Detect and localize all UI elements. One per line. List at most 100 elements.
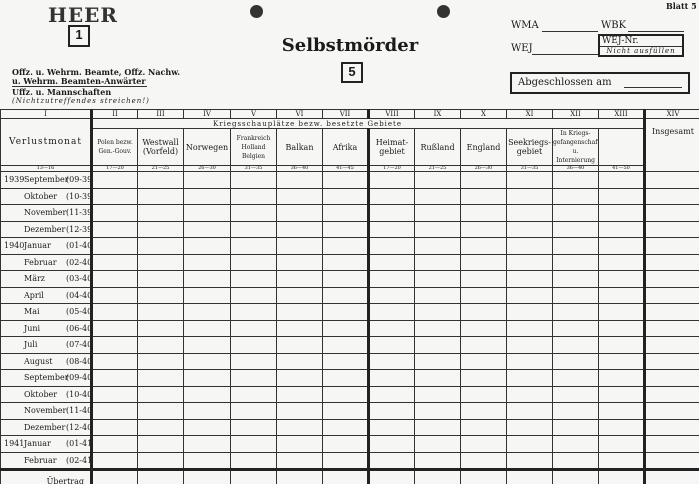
entry-cell[interactable] bbox=[276, 204, 323, 222]
entry-cell[interactable] bbox=[414, 171, 461, 189]
entry-cell[interactable] bbox=[183, 270, 231, 288]
entry-cell[interactable] bbox=[506, 336, 553, 354]
carry-over-cell[interactable] bbox=[460, 469, 507, 484]
entry-cell[interactable] bbox=[460, 171, 507, 189]
entry-cell[interactable] bbox=[643, 187, 699, 205]
entry-cell[interactable] bbox=[276, 336, 323, 354]
entry-cell[interactable] bbox=[90, 237, 138, 255]
entry-cell[interactable] bbox=[506, 237, 553, 255]
entry-cell[interactable] bbox=[137, 303, 184, 321]
entry-cell[interactable] bbox=[552, 171, 599, 189]
entry-cell[interactable] bbox=[90, 319, 138, 337]
entry-cell[interactable] bbox=[230, 270, 277, 288]
entry-cell[interactable] bbox=[230, 319, 277, 337]
entry-cell[interactable] bbox=[414, 270, 461, 288]
entry-cell[interactable] bbox=[598, 270, 645, 288]
entry-cell[interactable] bbox=[552, 352, 599, 370]
entry-cell[interactable] bbox=[90, 352, 138, 370]
entry-cell[interactable] bbox=[643, 451, 699, 470]
entry-cell[interactable] bbox=[460, 402, 507, 420]
carry-over-cell[interactable] bbox=[322, 469, 369, 484]
entry-cell[interactable] bbox=[414, 237, 461, 255]
entry-cell[interactable] bbox=[322, 270, 369, 288]
entry-cell[interactable] bbox=[506, 352, 553, 370]
entry-cell[interactable] bbox=[276, 352, 323, 370]
entry-cell[interactable] bbox=[276, 451, 323, 470]
entry-cell[interactable] bbox=[276, 286, 323, 304]
entry-cell[interactable] bbox=[90, 253, 138, 271]
entry-cell[interactable] bbox=[414, 187, 461, 205]
entry-cell[interactable] bbox=[276, 418, 323, 436]
entry-cell[interactable] bbox=[552, 204, 599, 222]
carry-over-cell[interactable] bbox=[90, 469, 138, 484]
entry-cell[interactable] bbox=[183, 451, 231, 470]
entry-cell[interactable] bbox=[137, 451, 184, 470]
entry-cell[interactable] bbox=[598, 336, 645, 354]
entry-cell[interactable] bbox=[643, 204, 699, 222]
entry-cell[interactable] bbox=[183, 286, 231, 304]
carry-over-cell[interactable] bbox=[230, 469, 277, 484]
carry-over-cell[interactable] bbox=[643, 469, 699, 484]
entry-cell[interactable] bbox=[414, 352, 461, 370]
entry-cell[interactable] bbox=[506, 369, 553, 387]
entry-cell[interactable] bbox=[230, 286, 277, 304]
entry-cell[interactable] bbox=[643, 253, 699, 271]
entry-cell[interactable] bbox=[506, 187, 553, 205]
entry-cell[interactable] bbox=[276, 385, 323, 403]
carry-over-cell[interactable] bbox=[598, 469, 645, 484]
entry-cell[interactable] bbox=[460, 435, 507, 453]
entry-cell[interactable] bbox=[183, 253, 231, 271]
entry-cell[interactable] bbox=[137, 319, 184, 337]
entry-cell[interactable] bbox=[90, 270, 138, 288]
carry-over-cell[interactable] bbox=[183, 469, 231, 484]
entry-cell[interactable] bbox=[506, 286, 553, 304]
entry-cell[interactable] bbox=[230, 352, 277, 370]
entry-cell[interactable] bbox=[506, 319, 553, 337]
entry-cell[interactable] bbox=[276, 253, 323, 271]
entry-cell[interactable] bbox=[367, 402, 415, 420]
entry-cell[interactable] bbox=[598, 352, 645, 370]
entry-cell[interactable] bbox=[137, 352, 184, 370]
entry-cell[interactable] bbox=[460, 237, 507, 255]
entry-cell[interactable] bbox=[183, 402, 231, 420]
entry-cell[interactable] bbox=[367, 253, 415, 271]
entry-cell[interactable] bbox=[643, 352, 699, 370]
entry-cell[interactable] bbox=[322, 286, 369, 304]
entry-cell[interactable] bbox=[322, 204, 369, 222]
entry-cell[interactable] bbox=[552, 385, 599, 403]
entry-cell[interactable] bbox=[643, 319, 699, 337]
entry-cell[interactable] bbox=[367, 385, 415, 403]
entry-cell[interactable] bbox=[90, 385, 138, 403]
entry-cell[interactable] bbox=[183, 336, 231, 354]
entry-cell[interactable] bbox=[322, 303, 369, 321]
entry-cell[interactable] bbox=[322, 336, 369, 354]
entry-cell[interactable] bbox=[137, 187, 184, 205]
entry-cell[interactable] bbox=[183, 171, 231, 189]
entry-cell[interactable] bbox=[598, 402, 645, 420]
entry-cell[interactable] bbox=[460, 385, 507, 403]
entry-cell[interactable] bbox=[183, 220, 231, 238]
entry-cell[interactable] bbox=[598, 253, 645, 271]
entry-cell[interactable] bbox=[137, 336, 184, 354]
entry-cell[interactable] bbox=[322, 451, 369, 470]
entry-cell[interactable] bbox=[552, 369, 599, 387]
entry-cell[interactable] bbox=[414, 336, 461, 354]
entry-cell[interactable] bbox=[643, 171, 699, 189]
entry-cell[interactable] bbox=[183, 352, 231, 370]
entry-cell[interactable] bbox=[643, 220, 699, 238]
entry-cell[interactable] bbox=[552, 336, 599, 354]
entry-cell[interactable] bbox=[90, 435, 138, 453]
entry-cell[interactable] bbox=[276, 171, 323, 189]
entry-cell[interactable] bbox=[552, 402, 599, 420]
entry-cell[interactable] bbox=[322, 220, 369, 238]
entry-cell[interactable] bbox=[230, 385, 277, 403]
entry-cell[interactable] bbox=[643, 336, 699, 354]
entry-cell[interactable] bbox=[506, 204, 553, 222]
entry-cell[interactable] bbox=[230, 220, 277, 238]
entry-cell[interactable] bbox=[460, 204, 507, 222]
entry-cell[interactable] bbox=[506, 171, 553, 189]
entry-cell[interactable] bbox=[598, 237, 645, 255]
entry-cell[interactable] bbox=[598, 171, 645, 189]
entry-cell[interactable] bbox=[367, 237, 415, 255]
entry-cell[interactable] bbox=[276, 319, 323, 337]
